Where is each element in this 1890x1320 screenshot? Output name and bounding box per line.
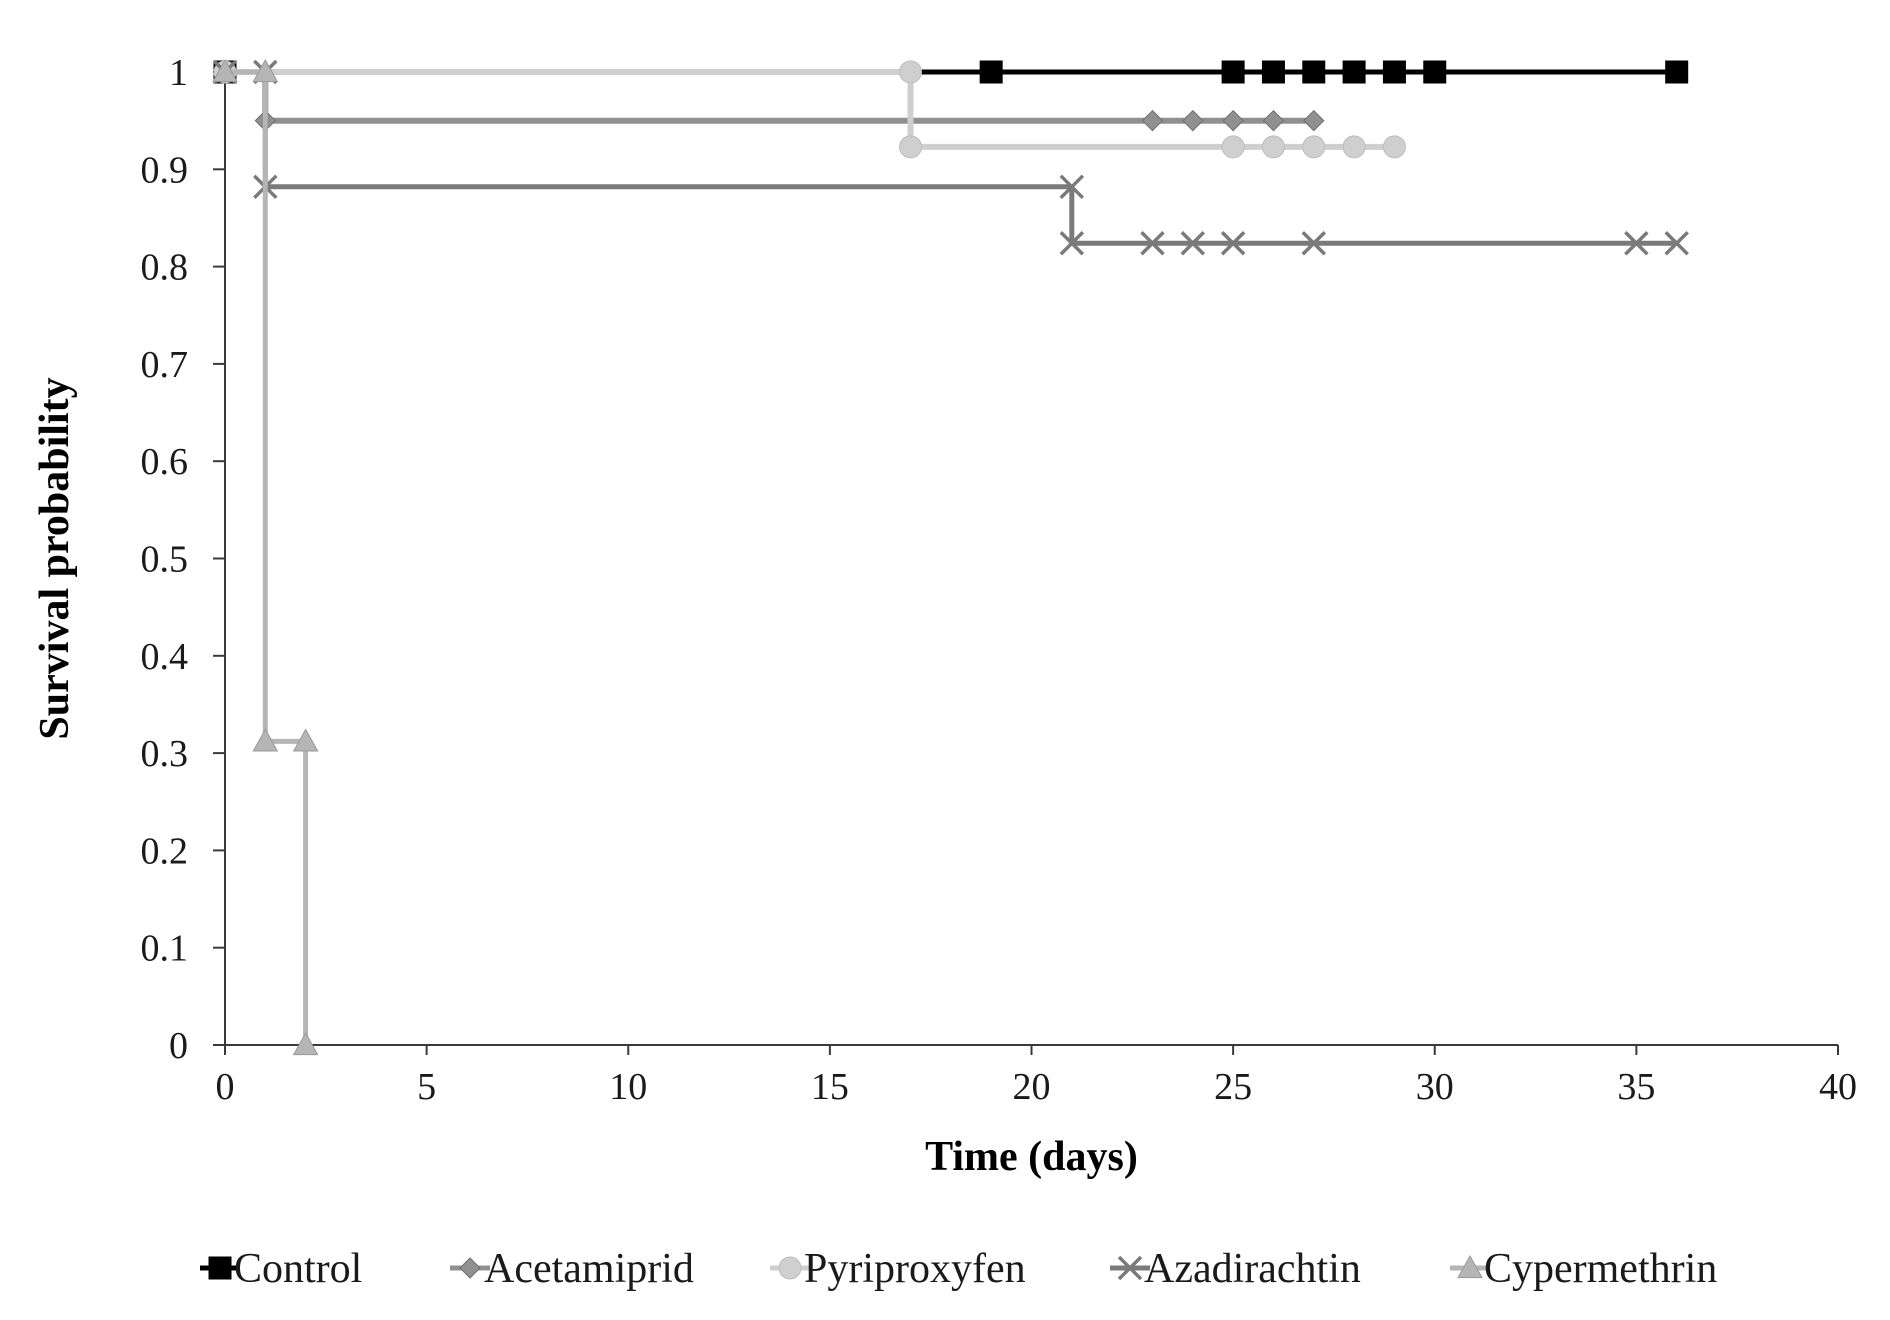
data-point-azadirachtin [1301, 231, 1327, 256]
data-point-acetamiprid [1182, 109, 1204, 132]
data-point-pyriproxyfen [899, 135, 923, 159]
legend-item-acetamiprid: Acetamiprid [450, 1246, 694, 1292]
data-point-control [1342, 60, 1366, 84]
y-tick-label: 0 [169, 1025, 188, 1067]
data-point-cypermethrin [212, 58, 238, 83]
data-point-azadirachtin [1059, 231, 1085, 256]
data-point-control [1261, 60, 1285, 84]
x-tick-label: 10 [609, 1066, 647, 1108]
data-point-pyriproxyfen [899, 60, 923, 84]
legend-item-azadirachtin: Azadirachtin [1110, 1246, 1361, 1292]
series-cypermethrin [212, 58, 319, 1056]
data-point-azadirachtin [1664, 231, 1689, 256]
data-point-azadirachtin [1059, 174, 1085, 200]
data-point-cypermethrin [252, 58, 279, 83]
x-tick-label: 35 [1617, 1066, 1655, 1108]
legend: Control Acetamiprid Pyriproxyfen Azadiracht… [200, 1246, 1717, 1292]
data-point-acetamiprid [1303, 109, 1325, 132]
data-point-acetamiprid [1222, 109, 1244, 132]
legend-item-pyriproxyfen: Pyriproxyfen [770, 1246, 1026, 1292]
data-point-pyriproxyfen [1342, 135, 1366, 159]
legend-item-cypermethrin: Cypermethrin [1450, 1246, 1717, 1292]
y-tick-label: 0.5 [141, 539, 189, 581]
y-tick-label: 0.4 [141, 636, 189, 678]
data-point-control [1221, 60, 1245, 84]
legend-marker-acetamiprid [459, 1257, 481, 1279]
data-point-cypermethrin [292, 728, 319, 752]
data-point-acetamiprid [1262, 109, 1285, 132]
y-tick-label: 0.2 [141, 830, 189, 872]
series-azadirachtin [212, 59, 1689, 256]
legend-label: Control [234, 1246, 362, 1292]
data-point-cypermethrin [292, 1031, 319, 1056]
data-point-azadirachtin [1140, 231, 1165, 256]
x-tick-label: 15 [811, 1066, 849, 1108]
series-line-pyriproxyfen [225, 69, 1395, 150]
data-point-azadirachtin [1220, 231, 1246, 256]
y-tick-label: 0.6 [141, 441, 189, 483]
series-line-azadirachtin [225, 69, 1677, 246]
y-tick-label: 1 [169, 52, 188, 94]
legend-item-control: Control [200, 1246, 362, 1292]
legend-label: Pyriproxyfen [804, 1246, 1026, 1292]
legend-label: Acetamiprid [484, 1246, 694, 1292]
x-tick-label: 40 [1819, 1066, 1857, 1108]
legend-marker-pyriproxyfen [778, 1256, 802, 1280]
x-tick-label: 25 [1214, 1066, 1252, 1108]
legend-marker-azadirachtin [1117, 1255, 1143, 1281]
data-point-pyriproxyfen [1261, 135, 1285, 159]
series-line-cypermethrin [225, 69, 309, 1045]
x-tick-label: 20 [1013, 1066, 1051, 1108]
x-tick-label: 0 [216, 1066, 235, 1108]
data-point-acetamiprid [1141, 109, 1164, 132]
labels-layer: Time (days) Survival probability [32, 377, 1138, 1180]
y-tick-label: 0.1 [141, 928, 189, 970]
legend-marker-control [208, 1256, 232, 1280]
y-tick-label: 0.7 [141, 344, 189, 386]
y-tick-label: 0.8 [141, 247, 189, 289]
axes-layer: 0 5 10 15 20 25 30 35 40 0 0.1 0.2 0.3 0.4 0.5 0.6 0.7 0.… [141, 52, 1858, 1108]
data-point-control [979, 60, 1003, 84]
legend-marker-cypermethrin [1457, 1254, 1483, 1279]
legend-label: Cypermethrin [1484, 1246, 1717, 1292]
y-axis-title: Survival probability [32, 377, 78, 739]
x-tick-label: 30 [1416, 1066, 1454, 1108]
series-layer [212, 58, 1689, 1056]
x-tick-label: 5 [417, 1066, 436, 1108]
data-point-pyriproxyfen [1382, 135, 1406, 159]
series-pyriproxyfen [213, 60, 1406, 159]
data-point-cypermethrin [252, 728, 279, 752]
data-point-control [1423, 60, 1447, 84]
data-point-pyriproxyfen [1221, 135, 1245, 159]
data-point-azadirachtin [1624, 231, 1649, 256]
y-tick-label: 0.3 [141, 733, 189, 775]
data-point-control [1302, 60, 1326, 84]
data-point-control [1665, 60, 1689, 84]
x-axis-title: Time (days) [925, 1134, 1138, 1180]
data-point-azadirachtin [1180, 231, 1206, 256]
data-point-pyriproxyfen [1302, 135, 1326, 159]
legend-label: Azadirachtin [1144, 1246, 1361, 1292]
y-tick-label: 0.9 [141, 149, 189, 191]
data-point-control [1382, 60, 1406, 84]
